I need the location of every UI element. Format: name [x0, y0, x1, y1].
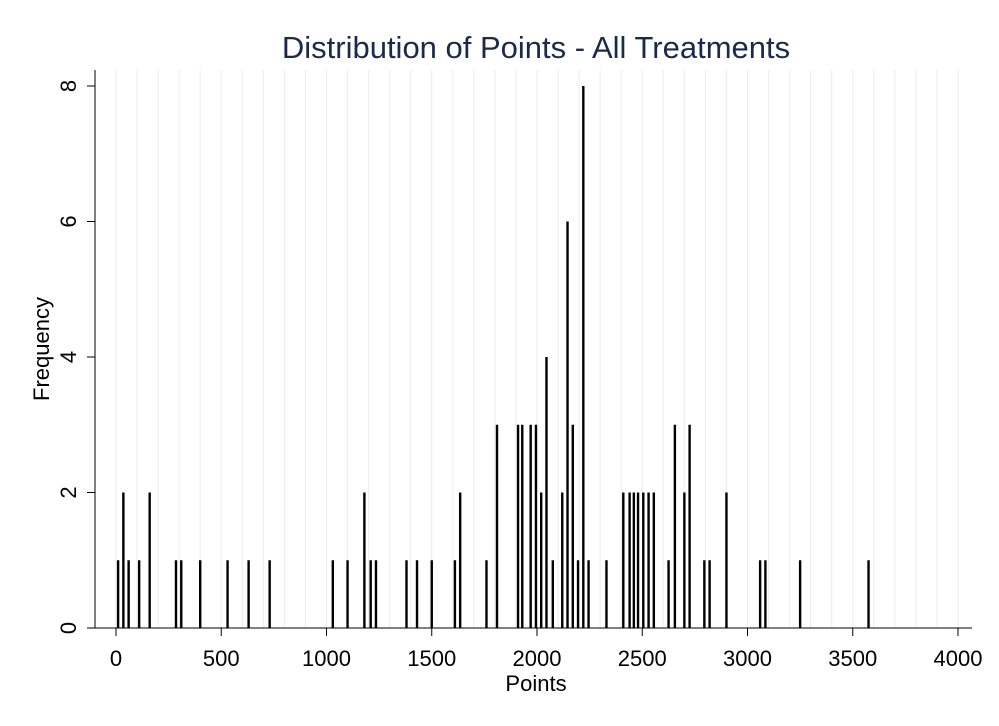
bar — [534, 424, 538, 628]
bar — [521, 424, 524, 628]
x-tick-label: 1000 — [302, 646, 351, 671]
bar — [683, 492, 686, 628]
bar — [331, 560, 335, 628]
bar — [199, 560, 202, 628]
bar — [458, 492, 462, 628]
bar — [174, 560, 178, 628]
bar — [529, 424, 532, 628]
x-tick-label: 4000 — [934, 646, 983, 671]
y-axis-label: Frequency — [29, 297, 54, 401]
bar — [758, 560, 762, 628]
bar — [363, 492, 366, 628]
gridlines — [115, 70, 959, 628]
bar — [628, 492, 631, 628]
y-tick-label: 6 — [56, 215, 81, 227]
bar — [551, 560, 554, 628]
chart-title: Distribution of Points - All Treatments — [282, 30, 790, 65]
bars — [116, 86, 870, 628]
y-tick-label: 8 — [56, 80, 81, 92]
y-tick-label: 2 — [56, 486, 81, 498]
bar — [636, 492, 640, 628]
bar — [453, 560, 457, 628]
bar — [673, 424, 677, 628]
bar — [647, 492, 650, 628]
bar — [561, 492, 564, 628]
bar — [374, 560, 378, 628]
bar — [495, 424, 499, 628]
x-tick-label: 3000 — [723, 646, 772, 671]
bar — [148, 492, 151, 628]
bar — [605, 560, 608, 628]
bar — [137, 560, 141, 628]
bar — [369, 560, 372, 628]
bar — [642, 492, 645, 628]
x-tick-label: 2500 — [618, 646, 667, 671]
bar — [764, 560, 767, 628]
bar — [415, 560, 419, 628]
bar — [122, 492, 125, 628]
bar — [180, 560, 183, 628]
bar — [226, 560, 229, 628]
bar — [116, 560, 120, 628]
x-tick-label: 3500 — [828, 646, 877, 671]
bar — [268, 560, 271, 628]
bar — [540, 492, 543, 628]
bar — [430, 560, 433, 628]
x-axis-label: Points — [505, 671, 566, 696]
axes — [94, 70, 972, 629]
bar — [127, 560, 130, 628]
bar — [346, 560, 349, 628]
bar — [405, 560, 408, 628]
bar — [703, 560, 706, 628]
bar — [582, 86, 585, 628]
bar — [867, 560, 870, 628]
y-tick-label: 0 — [56, 622, 81, 634]
bar — [587, 560, 590, 628]
bar — [247, 560, 250, 628]
x-tick-label: 1500 — [407, 646, 456, 671]
bar — [576, 560, 580, 628]
bar — [632, 492, 636, 628]
y-tick-label: 4 — [56, 351, 81, 363]
y-ticks: 0 2 4 6 8 — [56, 80, 95, 634]
bar — [566, 221, 569, 628]
bar — [652, 492, 656, 628]
x-ticks: 0 500 1000 1500 2000 2500 3000 3500 4000 — [110, 628, 983, 671]
x-tick-label: 2000 — [513, 646, 562, 671]
bar — [688, 424, 691, 628]
bar — [725, 492, 728, 628]
bar — [571, 424, 574, 628]
bar — [622, 492, 625, 628]
bar — [708, 560, 711, 628]
x-tick-label: 0 — [110, 646, 122, 671]
x-tick-label: 500 — [203, 646, 240, 671]
bar — [485, 560, 488, 628]
bar — [516, 424, 520, 628]
bar — [667, 560, 670, 628]
bar — [545, 357, 548, 628]
bar — [798, 560, 802, 628]
